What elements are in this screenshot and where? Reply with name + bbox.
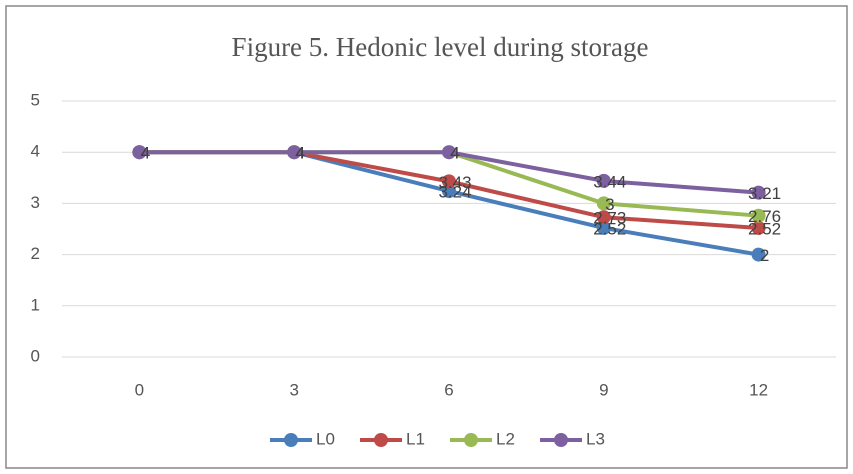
data-label: 3.43 [438, 173, 471, 192]
point [751, 208, 766, 223]
point [596, 220, 611, 235]
chart-title: Figure 5. Hedonic level during storage [232, 32, 649, 62]
data-label: 4 [450, 144, 459, 163]
point [442, 174, 456, 189]
point [132, 145, 147, 160]
x-tick-label: 12 [749, 380, 768, 399]
chart-border [5, 5, 848, 469]
legend-marker [374, 433, 388, 447]
data-label: 4 [295, 144, 304, 163]
data-label: 2.76 [748, 207, 781, 226]
legend-label: L0 [316, 429, 335, 448]
point [442, 145, 456, 160]
x-tick-label: 6 [444, 380, 453, 399]
legend-label: L2 [496, 429, 515, 448]
data-label: 3.21 [748, 184, 781, 203]
data-label: 2.52 [748, 219, 781, 238]
x-tick-label: 9 [599, 380, 608, 399]
y-tick-label: 4 [31, 142, 40, 161]
data-label: 4 [141, 144, 150, 163]
y-tick-label: 2 [31, 244, 40, 263]
legend-label: L1 [406, 429, 425, 448]
data-label: 3 [605, 195, 614, 214]
point [596, 173, 611, 188]
y-tick-label: 0 [31, 346, 40, 365]
legend-marker [554, 433, 568, 447]
data-label: 4 [141, 144, 150, 163]
point [751, 220, 766, 235]
data-label: 4 [295, 144, 304, 163]
legend-marker [284, 433, 298, 447]
x-tick-label: 3 [289, 380, 298, 399]
data-label: 4 [141, 144, 150, 163]
point [287, 145, 302, 160]
y-tick-label: 5 [31, 90, 40, 109]
data-label: 3.24 [438, 183, 471, 202]
data-label: 4 [450, 144, 459, 163]
legend-label: L3 [586, 429, 605, 448]
data-label: 2.73 [593, 209, 626, 228]
point [596, 210, 611, 225]
legend-marker [464, 433, 478, 447]
data-label: 4 [295, 144, 304, 163]
point [751, 247, 766, 262]
data-label: 3.44 [593, 172, 626, 191]
y-tick-label: 3 [31, 193, 40, 212]
point [751, 185, 766, 200]
data-label: 4 [141, 144, 150, 163]
point [596, 196, 611, 211]
data-label: 2.52 [593, 219, 626, 238]
y-tick-label: 1 [31, 295, 40, 314]
data-label: 2 [760, 246, 769, 265]
point [442, 184, 456, 199]
data-label: 4 [295, 144, 304, 163]
x-tick-label: 0 [135, 380, 144, 399]
